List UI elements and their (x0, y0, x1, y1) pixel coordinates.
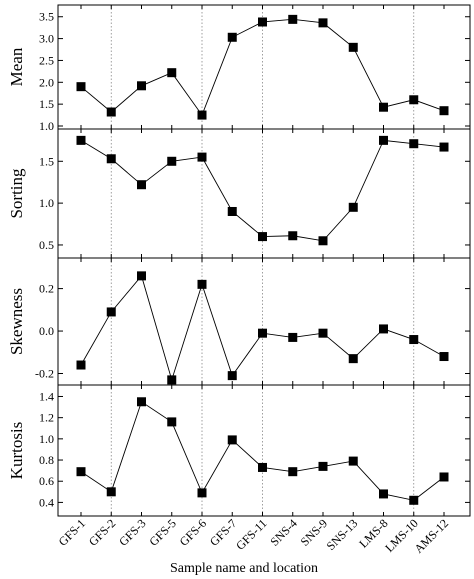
y-tick-label: 3.0 (39, 32, 54, 46)
data-point-sns-4 (288, 332, 298, 342)
y-tick-label: 2.0 (39, 75, 54, 89)
series-line (80, 139, 445, 242)
y-tick-label: 0.5 (39, 238, 54, 252)
y-tick-label: 3.5 (39, 10, 54, 24)
data-point-gfs-5 (167, 375, 177, 385)
data-point-sns-4 (288, 467, 298, 477)
y-tick-label: 0.4 (39, 495, 54, 509)
y-tick-label: 1.5 (39, 97, 54, 111)
y-tick-label: 1.0 (39, 432, 54, 446)
data-point-gfs-2 (106, 487, 116, 497)
x-tick-label-gfs-3: GFS-3 (116, 516, 149, 549)
data-point-gfs-7 (227, 371, 237, 381)
data-point-sns-9 (318, 236, 328, 246)
data-point-sns-13 (348, 42, 358, 52)
data-point-gfs-1 (76, 135, 86, 145)
y-tick-label: 1.4 (39, 389, 54, 403)
data-point-sns-13 (348, 202, 358, 212)
y-axis-title: Kurtosis (7, 422, 26, 480)
x-tick-label-ams-12: AMS-12 (412, 516, 452, 556)
data-point-gfs-1 (76, 360, 86, 370)
data-point-lms-8 (379, 489, 388, 499)
data-point-lms-10 (409, 95, 419, 105)
data-point-sns-13 (348, 456, 358, 466)
panel-frame (57, 384, 471, 517)
data-point-gfs-2 (106, 107, 116, 117)
data-point-gfs-11 (258, 328, 267, 338)
y-tick-label: 1.0 (39, 196, 54, 210)
panel-frame (57, 257, 471, 386)
data-point-gfs-5 (167, 68, 177, 78)
y-tick-label: 1.5 (39, 154, 54, 168)
data-point-lms-10 (409, 495, 419, 505)
y-tick-label: 1.0 (39, 119, 54, 133)
x-tick-label-gfs-1: GFS-1 (56, 516, 89, 549)
data-point-gfs-6 (197, 279, 207, 289)
data-point-gfs-11 (258, 17, 267, 27)
x-tick-label-sns-4: SNS-4 (267, 516, 300, 549)
data-point-gfs-1 (76, 82, 86, 92)
data-point-gfs-2 (106, 154, 116, 164)
data-point-gfs-11 (258, 232, 267, 242)
data-point-sns-9 (318, 328, 328, 338)
data-point-gfs-3 (137, 271, 146, 281)
x-tick-label-gfs-2: GFS-2 (86, 516, 119, 549)
data-point-gfs-2 (106, 307, 116, 317)
x-tick-label-gfs-11: GFS-11 (233, 516, 269, 552)
x-axis-tick-labels: GFS-1GFS-2GFS-3GFS-5GFS-6GFS-7GFS-11SNS-… (56, 516, 452, 556)
data-point-gfs-7 (227, 435, 237, 445)
data-point-sns-9 (318, 461, 328, 471)
y-tick-label: 0.8 (39, 453, 54, 467)
data-point-gfs-3 (137, 397, 146, 407)
data-point-gfs-3 (137, 81, 146, 91)
data-point-gfs-6 (197, 110, 207, 120)
y-tick-label: 1.2 (39, 411, 54, 425)
x-tick-label-gfs-5: GFS-5 (146, 516, 179, 549)
data-point-sns-9 (318, 18, 328, 28)
y-tick-label: -0.2 (35, 367, 54, 381)
x-tick-label-sns-13: SNS-13 (324, 516, 361, 553)
data-point-ams-12 (439, 106, 449, 116)
panel-sorting: 0.5 1.0 1.5 Sorting (7, 128, 471, 259)
data-point-lms-8 (379, 135, 388, 145)
panel-kurtosis: 0.4 0.6 0.8 1.0 1.2 1.4 Kurtosis (7, 384, 471, 517)
data-point-gfs-7 (227, 206, 237, 216)
y-tick-label: 0.6 (39, 474, 54, 488)
y-axis-title: Skewness (7, 288, 26, 355)
data-point-ams-12 (439, 142, 449, 152)
data-point-lms-10 (409, 335, 419, 345)
data-point-lms-8 (379, 102, 388, 112)
data-point-ams-12 (439, 352, 449, 362)
y-tick-label: 0.0 (39, 324, 54, 338)
data-point-gfs-3 (137, 180, 146, 190)
chart-panels: 1.0 1.5 2.0 2.5 3.0 3.5 Mean 0.5 1.0 1.5 Sorting -0… (7, 4, 471, 517)
data-point-lms-10 (409, 139, 419, 149)
data-point-gfs-6 (197, 152, 207, 162)
data-point-lms-8 (379, 324, 388, 334)
data-point-sns-4 (288, 231, 298, 241)
y-tick-label: 0.2 (39, 282, 54, 296)
panel-skewness: -0.2 0.0 0.2 Skewness (7, 257, 471, 386)
data-point-sns-13 (348, 354, 358, 364)
data-point-gfs-7 (227, 32, 237, 42)
y-axis-title: Sorting (7, 168, 26, 219)
panel-mean: 1.0 1.5 2.0 2.5 3.0 3.5 Mean (7, 4, 471, 133)
data-point-gfs-1 (76, 467, 86, 477)
x-tick-label-gfs-6: GFS-6 (177, 516, 210, 549)
data-point-gfs-11 (258, 462, 267, 472)
y-tick-label: 2.5 (39, 53, 54, 67)
y-axis-title: Mean (7, 47, 26, 86)
data-point-gfs-5 (167, 156, 177, 166)
x-axis-title: Sample name and location (170, 561, 318, 576)
data-point-ams-12 (439, 472, 449, 482)
data-point-gfs-6 (197, 488, 207, 498)
data-point-sns-4 (288, 14, 298, 24)
data-point-gfs-5 (167, 417, 177, 427)
